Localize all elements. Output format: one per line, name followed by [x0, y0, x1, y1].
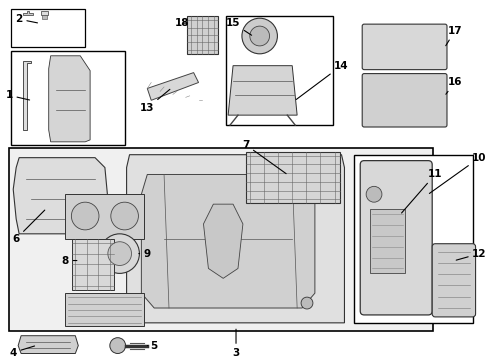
Text: 16: 16 — [445, 77, 461, 94]
Text: 7: 7 — [242, 140, 285, 174]
Polygon shape — [18, 336, 78, 354]
Circle shape — [111, 202, 138, 230]
Text: 17: 17 — [445, 26, 461, 46]
Polygon shape — [126, 155, 344, 323]
Text: 5: 5 — [147, 341, 158, 351]
Bar — [11, 51, 124, 145]
Polygon shape — [41, 11, 48, 15]
Text: 4: 4 — [9, 346, 35, 357]
Circle shape — [366, 186, 381, 202]
FancyBboxPatch shape — [362, 73, 446, 127]
Text: 1: 1 — [6, 90, 30, 100]
Bar — [186, 16, 218, 54]
FancyBboxPatch shape — [431, 244, 475, 317]
Bar — [65, 194, 144, 239]
Bar — [11, 9, 85, 47]
Circle shape — [110, 338, 125, 354]
Polygon shape — [23, 11, 33, 15]
Polygon shape — [65, 293, 144, 326]
Bar — [41, 15, 47, 19]
Text: 10: 10 — [428, 153, 486, 193]
Circle shape — [301, 297, 312, 309]
Bar — [369, 209, 404, 273]
Text: 6: 6 — [13, 210, 45, 244]
Polygon shape — [49, 56, 90, 142]
Polygon shape — [147, 73, 198, 100]
Bar — [225, 16, 332, 125]
Text: 18: 18 — [174, 18, 189, 28]
Polygon shape — [23, 61, 31, 130]
Circle shape — [249, 26, 269, 46]
Circle shape — [100, 234, 139, 273]
Text: 11: 11 — [401, 170, 442, 213]
Text: 14: 14 — [296, 61, 348, 99]
Bar — [354, 155, 471, 323]
Text: 3: 3 — [232, 329, 239, 357]
Text: 15: 15 — [225, 18, 251, 35]
Circle shape — [71, 202, 99, 230]
Text: 9: 9 — [139, 249, 150, 258]
Bar — [245, 152, 339, 203]
Text: 13: 13 — [140, 89, 169, 113]
Text: 2: 2 — [16, 14, 38, 24]
FancyBboxPatch shape — [360, 161, 431, 315]
Circle shape — [108, 242, 131, 265]
Polygon shape — [203, 204, 243, 278]
Text: 12: 12 — [455, 249, 486, 260]
Polygon shape — [228, 66, 297, 115]
Circle shape — [242, 18, 277, 54]
Polygon shape — [13, 158, 108, 234]
Polygon shape — [141, 175, 314, 308]
FancyBboxPatch shape — [362, 24, 446, 69]
Text: 8: 8 — [61, 256, 77, 266]
Bar — [9, 148, 432, 331]
Bar — [72, 239, 114, 290]
